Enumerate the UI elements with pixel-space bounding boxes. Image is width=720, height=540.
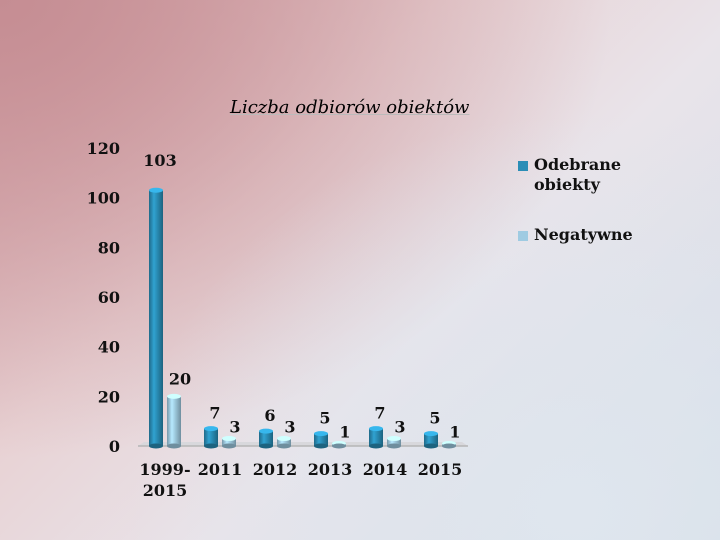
y-tick-label: 80 [98, 238, 120, 257]
bar [149, 190, 163, 446]
y-tick-label: 120 [87, 139, 120, 158]
x-tick-label: 1999-2015 [139, 460, 190, 500]
y-tick-label: 0 [109, 437, 120, 456]
bar-top [314, 431, 328, 437]
bar-base [222, 443, 236, 449]
data-label: 7 [374, 404, 385, 423]
legend-item-odebrane: Odebrane obiekty [518, 155, 688, 195]
bar-base [167, 443, 181, 449]
bar-base [277, 443, 291, 449]
bar-top [204, 426, 218, 432]
data-label: 3 [229, 418, 240, 437]
x-tick-label: 2013 [308, 460, 353, 479]
bar [167, 396, 181, 446]
bar-top [369, 426, 383, 432]
data-label: 5 [319, 409, 330, 428]
y-tick-label: 40 [98, 338, 120, 357]
bar-base [442, 443, 456, 449]
data-label: 1 [339, 423, 350, 442]
bar-top [277, 436, 291, 442]
legend-item-negatywne: Negatywne [518, 225, 688, 245]
x-tick-label: 2015 [418, 460, 463, 479]
data-label: 3 [394, 418, 405, 437]
legend-swatch-odebrane [518, 161, 528, 171]
bar-top [424, 431, 438, 437]
x-tick-label: 2012 [253, 460, 298, 479]
x-tick-label: 2014 [363, 460, 408, 479]
data-label: 5 [429, 409, 440, 428]
y-tick-label: 100 [87, 189, 120, 208]
bar [204, 428, 218, 446]
bar-base [314, 443, 328, 449]
bar [387, 438, 401, 446]
data-label: 1 [449, 423, 460, 442]
bar-base [369, 443, 383, 449]
y-tick-label: 60 [98, 288, 120, 307]
data-label: 6 [264, 406, 275, 425]
bar [424, 433, 438, 446]
legend: Odebrane obiekty Negatywne [518, 155, 688, 275]
bar-top [259, 428, 273, 434]
chart-floor [138, 442, 468, 446]
data-label: 20 [169, 369, 191, 388]
bar [314, 433, 328, 446]
bar-top [167, 393, 181, 399]
legend-swatch-negatywne [518, 231, 528, 241]
legend-label-odebrane: Odebrane obiekty [534, 155, 622, 194]
bar-base [424, 443, 438, 449]
data-label: 3 [284, 418, 295, 437]
bar [369, 428, 383, 446]
bar-base [204, 443, 218, 449]
chart-title: Liczba odbiorów obiektów [230, 97, 470, 118]
y-tick-label: 20 [98, 387, 120, 406]
bar-top [222, 436, 236, 442]
data-label: 7 [209, 404, 220, 423]
bar-base [259, 443, 273, 449]
bar [277, 438, 291, 446]
bar-base [332, 443, 346, 449]
bar-base [387, 443, 401, 449]
data-label: 103 [143, 151, 176, 170]
bar-top [149, 187, 163, 193]
bar-top [387, 436, 401, 442]
bar [259, 431, 273, 446]
x-tick-label: 2011 [198, 460, 243, 479]
bar [222, 438, 236, 446]
legend-label-negatywne: Negatywne [534, 225, 633, 244]
bar-base [149, 443, 163, 449]
